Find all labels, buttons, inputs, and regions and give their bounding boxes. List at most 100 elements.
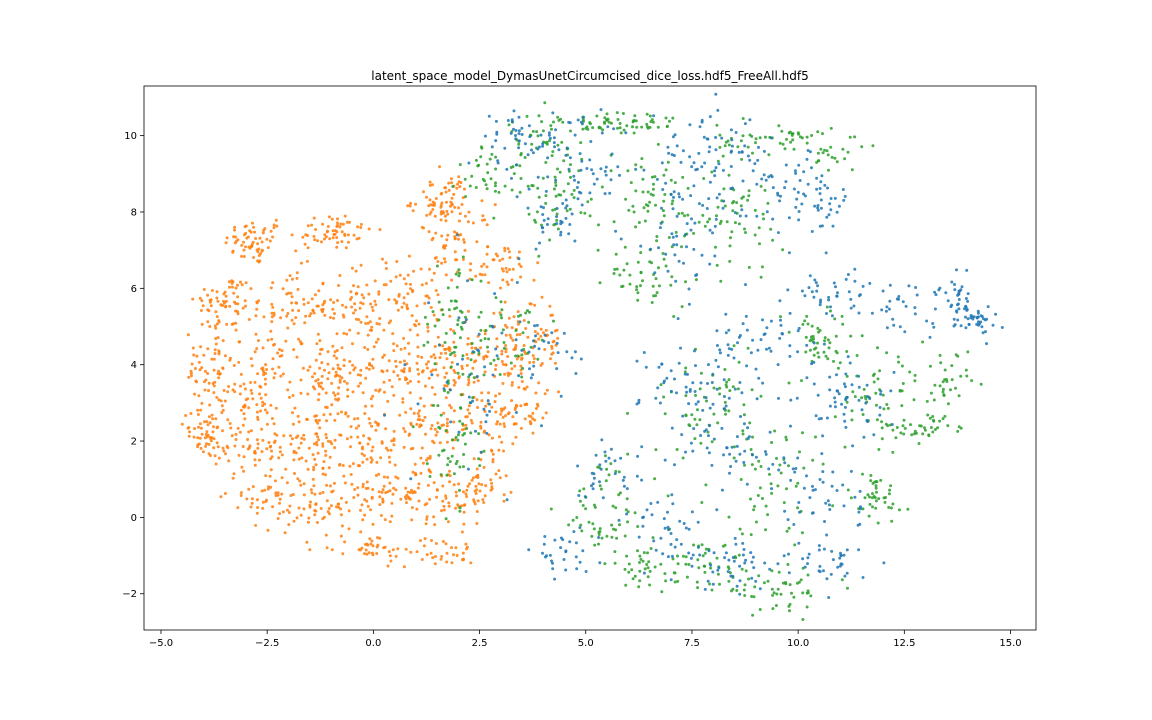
scatter-point [845, 548, 849, 552]
scatter-point [959, 374, 963, 378]
scatter-point [639, 270, 643, 274]
scatter-point [212, 368, 216, 372]
scatter-point [501, 362, 505, 366]
scatter-point [442, 411, 446, 415]
scatter-point [505, 498, 509, 502]
scatter-point [549, 357, 552, 361]
scatter-point [693, 390, 697, 393]
scatter-point [609, 178, 613, 182]
scatter-point [703, 224, 707, 228]
scatter-point [445, 551, 449, 555]
scatter-point [250, 244, 254, 248]
scatter-point [653, 271, 657, 275]
scatter-point [831, 504, 835, 508]
scatter-point [297, 446, 301, 450]
scatter-point [198, 436, 202, 440]
scatter-point [420, 355, 424, 359]
scatter-point [281, 308, 285, 312]
scatter-point [727, 558, 731, 562]
scatter-point [540, 120, 544, 124]
scatter-point [484, 183, 488, 187]
scatter-point [278, 348, 281, 351]
scatter-point [434, 542, 438, 545]
scatter-point [492, 216, 496, 220]
scatter-point [452, 383, 456, 387]
scatter-point [720, 426, 724, 430]
scatter-point [532, 360, 536, 364]
scatter-point [849, 306, 853, 310]
scatter-point [431, 368, 435, 372]
scatter-point [261, 500, 265, 504]
scatter-point [753, 585, 757, 589]
scatter-point [436, 260, 440, 263]
scatter-point [670, 493, 674, 497]
scatter-point [501, 415, 505, 419]
scatter-point [557, 148, 561, 152]
scatter-point [749, 551, 753, 555]
scatter-point [779, 323, 783, 327]
scatter-point [654, 294, 658, 298]
scatter-point [265, 447, 269, 451]
scatter-point [324, 473, 327, 477]
scatter-point [304, 459, 308, 463]
scatter-point [631, 204, 635, 208]
scatter-point [262, 315, 266, 319]
scatter-point [299, 513, 303, 517]
scatter-point [445, 371, 448, 375]
scatter-point [342, 331, 346, 335]
scatter-point [270, 302, 274, 306]
scatter-point [270, 311, 274, 315]
scatter-point [313, 372, 317, 376]
scatter-point [439, 210, 443, 214]
scatter-point [257, 299, 261, 303]
scatter-point [258, 236, 262, 240]
scatter-point [336, 363, 340, 367]
scatter-point [388, 460, 392, 464]
scatter-point [876, 377, 880, 381]
scatter-point [330, 381, 334, 385]
scatter-point [605, 467, 609, 471]
scatter-point [357, 424, 361, 428]
scatter-point [572, 530, 576, 534]
scatter-point [496, 254, 499, 258]
scatter-point [787, 381, 791, 385]
scatter-point [700, 501, 704, 504]
scatter-point [819, 298, 823, 302]
scatter-point [818, 570, 822, 574]
scatter-point [755, 182, 759, 186]
scatter-point [910, 433, 914, 437]
scatter-point [241, 306, 245, 310]
scatter-point [454, 546, 458, 550]
scatter-point [696, 586, 700, 590]
scatter-point [469, 358, 473, 362]
scatter-point [918, 424, 922, 428]
scatter-point [736, 145, 740, 149]
scatter-point [598, 484, 602, 488]
scatter-point [495, 337, 499, 341]
scatter-point [328, 484, 332, 488]
y-tick-label: 2 [131, 437, 137, 448]
scatter-point [518, 164, 522, 168]
scatter-point [692, 231, 696, 235]
scatter-point [307, 516, 311, 520]
scatter-point [771, 593, 775, 597]
scatter-point [672, 154, 676, 157]
scatter-point [749, 448, 753, 451]
scatter-point [549, 507, 553, 511]
scatter-point [310, 223, 314, 227]
scatter-point [432, 481, 436, 485]
scatter-point [731, 587, 735, 591]
scatter-point [619, 456, 623, 460]
scatter-point [260, 427, 264, 431]
scatter-point [589, 140, 593, 143]
scatter-point [490, 481, 494, 485]
scatter-point [293, 472, 296, 475]
scatter-point [244, 245, 247, 249]
scatter-point [925, 399, 929, 403]
scatter-point [543, 392, 547, 396]
scatter-point [613, 561, 617, 565]
scatter-point [576, 180, 580, 184]
scatter-point [448, 460, 452, 464]
scatter-point [843, 574, 847, 578]
scatter-point [672, 571, 676, 575]
